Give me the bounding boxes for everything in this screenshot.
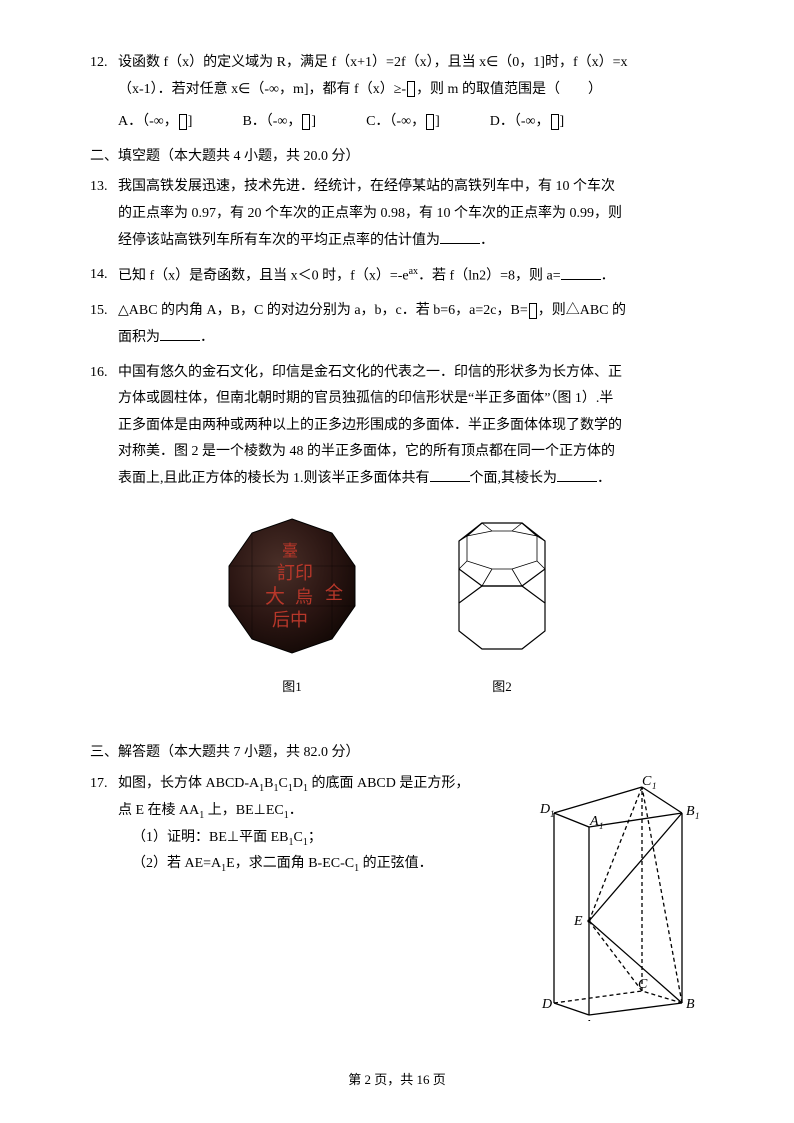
q12-line1: 设函数 f（x）的定义域为 R，满足 f（x+1）=2f（x），且当 x∈（0，… [118, 50, 704, 77]
fraction-placeholder [302, 114, 310, 130]
svg-text:B: B [686, 997, 695, 1012]
seal-figure: 臺 訂印 大 烏 全 后中 [217, 511, 367, 661]
q16-number: 16. [90, 360, 118, 387]
question-15: 15. △ABC 的内角 A，B，C 的对边分别为 a，b，c．若 b=6，a=… [90, 298, 704, 351]
svg-text:后中: 后中 [272, 610, 308, 630]
blank-input[interactable] [430, 468, 470, 482]
q17-number: 17. [90, 771, 118, 798]
figure-2-block: 图2 [427, 511, 577, 700]
svg-text:訂印: 訂印 [277, 563, 313, 583]
q16-l5a: 表面上,且此正方体的棱长为 1.则该半正多面体共有 [118, 471, 430, 486]
q13-number: 13. [90, 174, 118, 201]
q17-l2: 点 E 在棱 AA1 上，BE⊥EC1． [90, 798, 534, 825]
q17-l3: （1）证明：BE⊥平面 EB1C1； [90, 825, 534, 852]
blank-input[interactable] [557, 468, 597, 482]
svg-text:大: 大 [265, 585, 285, 608]
q15-number: 15. [90, 298, 118, 325]
svg-text:B: B [686, 804, 695, 819]
question-14: 14. 已知 f（x）是奇函数，且当 x＜0 时，f（x）=-eax．若 f（l… [90, 262, 704, 290]
svg-text:1: 1 [599, 821, 604, 831]
section-3-header: 三、解答题（本大题共 7 小题，共 82.0 分） [90, 740, 704, 767]
q12-line2b: ，则 m 的取值范围是（ ） [416, 82, 602, 97]
q12-options: A．（-∞，] B．（-∞，] C．（-∞，] D．（-∞，] [90, 109, 704, 136]
figure-2-label: 图2 [427, 675, 577, 700]
svg-text:C: C [638, 977, 648, 992]
q14-l1: 已知 f（x）是奇函数，且当 x＜0 时，f（x）=-eax．若 f（ln2）=… [118, 262, 704, 290]
blank-input[interactable] [160, 327, 200, 341]
q12-number: 12. [90, 50, 118, 77]
q12-opt-d: D．（-∞，] [490, 109, 564, 136]
figures-row: 臺 訂印 大 烏 全 后中 图1 [90, 511, 704, 700]
cuboid-figure: A B C D A1 B1 C1 D1 E [534, 771, 704, 1032]
q15-l2: 面积为 [118, 330, 160, 345]
q16-l5b: 个面,其棱长为 [470, 471, 558, 486]
blank-input[interactable] [440, 230, 480, 244]
q16-l1: 中国有悠久的金石文化，印信是金石文化的代表之一．印信的形状多为长方体、正 [118, 360, 704, 387]
q12-opt-b: B．（-∞，] [242, 109, 316, 136]
svg-text:A: A [583, 1018, 593, 1021]
svg-text:E: E [573, 914, 583, 929]
svg-text:1: 1 [652, 781, 657, 791]
svg-text:D: D [541, 997, 552, 1012]
question-16: 16. 中国有悠久的金石文化，印信是金石文化的代表之一．印信的形状多为长方体、正… [90, 360, 704, 493]
q17-l4: （2）若 AE=A1E，求二面角 B-EC-C1 的正弦值． [90, 851, 534, 878]
svg-text:A: A [589, 814, 599, 829]
q14-number: 14. [90, 262, 118, 289]
svg-text:1: 1 [695, 811, 700, 821]
fraction-placeholder [407, 81, 415, 97]
svg-text:臺: 臺 [282, 542, 298, 560]
q13-l1: 我国高铁发展迅速，技术先进．经统计，在经停某站的高铁列车中，有 10 个车次 [118, 174, 704, 201]
svg-text:烏: 烏 [295, 587, 313, 607]
q12-opt-a: A．（-∞，] [118, 109, 192, 136]
q12-line2a: （x-1）．若对任意 x∈（-∞，m]，都有 f（x）≥- [118, 82, 406, 97]
q12-opt-c: C．（-∞，] [366, 109, 440, 136]
fraction-placeholder [426, 114, 434, 130]
section-2-header: 二、填空题（本大题共 4 小题，共 20.0 分） [90, 144, 704, 171]
fraction-placeholder [551, 114, 559, 130]
figure-1-label: 图1 [217, 675, 367, 700]
question-13: 13. 我国高铁发展迅速，技术先进．经统计，在经停某站的高铁列车中，有 10 个… [90, 174, 704, 254]
svg-text:1: 1 [550, 809, 555, 819]
fraction-placeholder [179, 114, 187, 130]
q13-l3: 经停该站高铁列车所有车次的平均正点率的估计值为 [118, 233, 440, 248]
q16-l4: 对称美．图 2 是一个棱数为 48 的半正多面体，它的所有顶点都在同一个正方体的 [90, 439, 704, 466]
q13-l2: 的正点率为 0.97，有 20 个车次的正点率为 0.98，有 10 个车次的正… [90, 201, 704, 228]
question-12: 12. 设函数 f（x）的定义域为 R，满足 f（x+1）=2f（x），且当 x… [90, 50, 704, 136]
q16-l2: 方体或圆柱体，但南北朝时期的官员独孤信的印信形状是“半正多面体”（图 1）.半 [90, 386, 704, 413]
figure-1-block: 臺 訂印 大 烏 全 后中 图1 [217, 511, 367, 700]
q15-l1: △ABC 的内角 A，B，C 的对边分别为 a，b，c．若 b=6，a=2c，B… [118, 298, 704, 325]
polyhedron-figure [427, 511, 577, 661]
question-17: 17. 如图，长方体 ABCD-A1B1C1D1 的底面 ABCD 是正方形， … [90, 771, 704, 1032]
svg-text:全: 全 [325, 583, 343, 603]
q17-l1: 如图，长方体 ABCD-A1B1C1D1 的底面 ABCD 是正方形， [118, 771, 534, 798]
fraction-placeholder [529, 303, 537, 319]
svg-text:C: C [642, 774, 652, 789]
blank-input[interactable] [561, 266, 601, 280]
svg-text:D: D [539, 802, 550, 817]
page-footer: 第 2 页，共 16 页 [0, 1068, 794, 1093]
q16-l3: 正多面体是由两种或两种以上的正多边形围成的多面体．半正多面体体现了数学的 [90, 413, 704, 440]
